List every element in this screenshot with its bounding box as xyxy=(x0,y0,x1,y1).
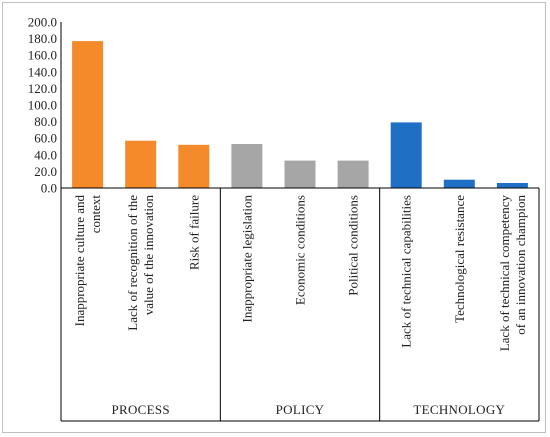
y-tick-label: 140.0 xyxy=(28,64,57,79)
category-label: Economic conditions xyxy=(293,195,308,305)
group-label: POLICY xyxy=(276,402,325,417)
y-tick-label: 40.0 xyxy=(34,147,57,162)
bar xyxy=(178,144,210,188)
category-label: Lack of technical capabilities xyxy=(399,195,414,348)
y-tick-label: 0.0 xyxy=(41,181,57,196)
category-label: Political conditions xyxy=(346,195,361,296)
category-label: Inappropriate legislation xyxy=(239,195,254,323)
category-label: Inappropriate culture and xyxy=(72,195,87,327)
y-tick-label: 80.0 xyxy=(34,114,57,129)
group-label: PROCESS xyxy=(111,402,169,417)
y-tick-label: 200.0 xyxy=(28,15,57,30)
bar xyxy=(231,144,263,188)
category-label: Lack of technical competency xyxy=(497,195,512,352)
group-dividers xyxy=(60,187,540,422)
category-labels: Inappropriate culture and context Lack of … xyxy=(72,195,528,352)
bar xyxy=(125,140,157,188)
bar xyxy=(284,160,316,188)
y-tick-label: 160.0 xyxy=(28,48,57,63)
y-tick-label: 60.0 xyxy=(34,131,57,146)
y-tick-label: 20.0 xyxy=(34,164,57,179)
category-label: Risk of failure xyxy=(186,195,201,270)
chart-frame: 0.0 20.0 40.0 60.0 80.0 100.0 120.0 140.0 160.0 1… xyxy=(2,2,546,433)
bar xyxy=(496,183,528,188)
category-label: Lack of recognition of the xyxy=(125,195,140,331)
bars xyxy=(72,41,528,188)
category-label: context xyxy=(88,195,103,234)
group-label: TECHNOLOGY xyxy=(413,402,505,417)
y-tick-label: 100.0 xyxy=(28,98,57,113)
category-label: value of the innovation xyxy=(141,195,156,316)
y-tick-label: 120.0 xyxy=(28,81,57,96)
bar xyxy=(72,41,104,188)
bar xyxy=(337,160,369,188)
category-label: of an innovation champion xyxy=(513,195,528,335)
group-labels: PROCESS POLICY TECHNOLOGY xyxy=(111,402,505,417)
category-label: Technological resistance xyxy=(452,195,467,323)
bar xyxy=(443,179,475,188)
y-tick-label: 180.0 xyxy=(28,31,57,46)
bar xyxy=(390,122,422,188)
